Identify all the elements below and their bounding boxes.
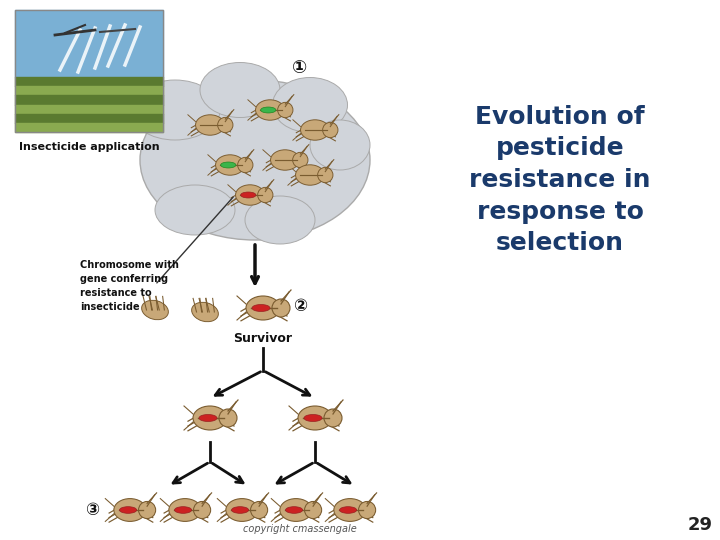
Ellipse shape — [226, 498, 258, 522]
Ellipse shape — [155, 185, 235, 235]
Ellipse shape — [280, 498, 312, 522]
Text: 29: 29 — [688, 516, 713, 534]
Circle shape — [217, 117, 233, 133]
Ellipse shape — [256, 100, 284, 120]
Ellipse shape — [271, 150, 300, 170]
Ellipse shape — [130, 80, 220, 140]
Ellipse shape — [286, 507, 302, 514]
Ellipse shape — [310, 120, 370, 170]
Ellipse shape — [142, 300, 168, 320]
Ellipse shape — [120, 507, 137, 514]
Text: copyright cmassengale: copyright cmassengale — [243, 524, 357, 534]
Ellipse shape — [334, 498, 366, 522]
Circle shape — [318, 167, 333, 183]
Text: Insecticide application: Insecticide application — [19, 142, 159, 152]
Ellipse shape — [232, 507, 248, 514]
Ellipse shape — [193, 406, 227, 430]
Circle shape — [305, 502, 322, 518]
Circle shape — [238, 157, 253, 173]
Circle shape — [324, 409, 342, 427]
Ellipse shape — [261, 107, 276, 113]
Ellipse shape — [199, 415, 217, 422]
Text: Chromosome with
gene conferring
resistance to
insecticide: Chromosome with gene conferring resistan… — [80, 260, 179, 312]
Circle shape — [138, 502, 156, 518]
Ellipse shape — [220, 162, 236, 168]
Circle shape — [194, 502, 211, 518]
Ellipse shape — [192, 302, 218, 322]
Ellipse shape — [215, 155, 245, 175]
Circle shape — [258, 187, 273, 202]
Ellipse shape — [304, 415, 322, 422]
Ellipse shape — [196, 115, 225, 135]
Ellipse shape — [340, 507, 356, 514]
Circle shape — [292, 152, 308, 167]
Ellipse shape — [272, 78, 348, 132]
Text: ②: ② — [293, 297, 307, 315]
Circle shape — [278, 103, 293, 118]
Ellipse shape — [174, 507, 192, 514]
Ellipse shape — [235, 185, 264, 205]
Text: Evolution of
pesticide
resistance in
response to
selection: Evolution of pesticide resistance in res… — [469, 105, 651, 255]
Text: ①: ① — [292, 59, 307, 77]
Ellipse shape — [240, 192, 256, 198]
Circle shape — [272, 299, 290, 317]
Ellipse shape — [245, 196, 315, 244]
Ellipse shape — [114, 498, 146, 522]
Ellipse shape — [300, 120, 330, 140]
Text: Survivor: Survivor — [233, 332, 292, 345]
Circle shape — [251, 502, 268, 518]
Circle shape — [323, 123, 338, 138]
Ellipse shape — [298, 406, 332, 430]
Ellipse shape — [252, 305, 270, 312]
Ellipse shape — [140, 80, 370, 240]
Ellipse shape — [169, 498, 201, 522]
Ellipse shape — [246, 296, 280, 320]
Circle shape — [219, 409, 237, 427]
Circle shape — [359, 502, 376, 518]
Ellipse shape — [295, 165, 325, 185]
Ellipse shape — [200, 63, 280, 118]
Text: ③: ③ — [85, 501, 99, 519]
